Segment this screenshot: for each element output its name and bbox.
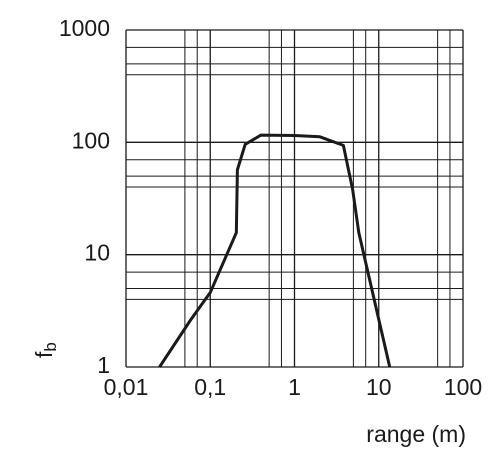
y-label-sub: b [41, 342, 60, 351]
x-tick-label: 10 [366, 374, 392, 400]
x-tick-label: 0,1 [194, 374, 226, 400]
data-line [158, 133, 392, 368]
y-axis-label-text: fb [31, 342, 60, 358]
x-tick-label: 100 [444, 374, 482, 400]
x-axis-label: range (m) [366, 421, 466, 447]
y-axis-label: fb [31, 342, 60, 358]
y-tick-label: 100 [72, 127, 110, 153]
x-tick-label: 1 [288, 374, 301, 400]
y-label-main: f [31, 351, 57, 358]
x-tick-label: 0,01 [104, 374, 149, 400]
y-tick-label: 1 [97, 352, 110, 378]
y-tick-label: 1000 [59, 15, 110, 41]
y-tick-label: 10 [84, 240, 110, 266]
